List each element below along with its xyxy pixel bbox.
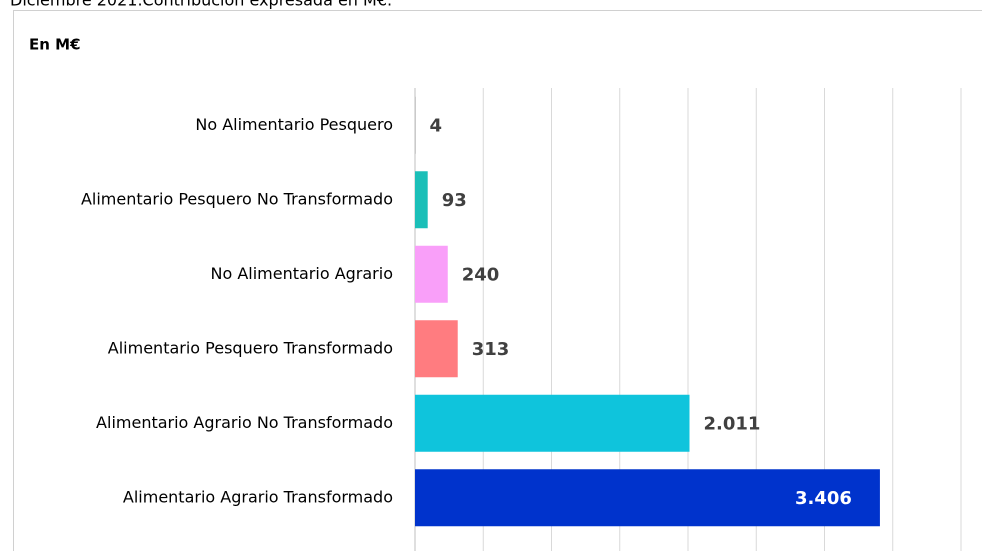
unit-label: En M€: [29, 36, 81, 54]
y-tick-label: Alimentario Agrario Transformado: [123, 487, 393, 506]
y-tick-label: No Alimentario Agrario: [210, 264, 393, 283]
y-tick-label: Alimentario Pesquero Transformado: [108, 338, 393, 357]
y-tick-label: No Alimentario Pesquero: [195, 115, 393, 134]
bar: [415, 245, 448, 303]
bar: [415, 394, 690, 452]
bar: [415, 171, 428, 229]
value-label: 3.406: [795, 488, 852, 509]
value-label: 2.011: [704, 413, 761, 434]
value-label: 240: [462, 264, 500, 285]
chart-frame: [13, 10, 982, 551]
value-label: 4: [430, 115, 443, 136]
chart-title: Diciembre 2021.Contribución expresada en…: [10, 0, 392, 10]
value-label: 313: [472, 339, 510, 360]
bar: [415, 469, 880, 527]
y-tick-label: Alimentario Pesquero No Transformado: [81, 189, 393, 208]
y-tick-label: Alimentario Agrario No Transformado: [96, 413, 393, 432]
value-label: 93: [442, 190, 467, 211]
bar: [415, 96, 416, 154]
bar: [415, 320, 458, 378]
